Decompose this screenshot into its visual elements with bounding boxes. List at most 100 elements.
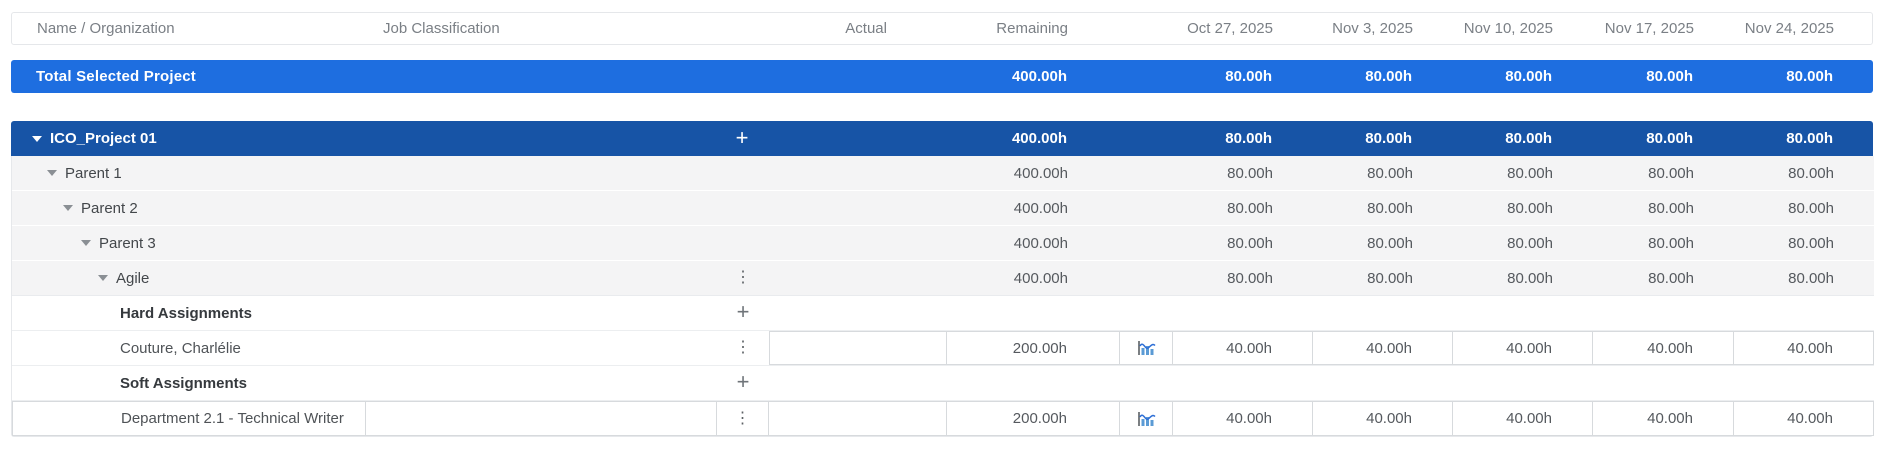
remaining-value: 400.00h [1013, 164, 1068, 182]
week-value: 80.00h [1648, 199, 1694, 217]
week-value: 80.00h [1788, 234, 1834, 252]
col-header-week: Oct 27, 2025 [1187, 20, 1273, 37]
add-row-button[interactable]: + [735, 124, 749, 150]
remaining-value: 400.00h [1013, 269, 1068, 287]
collapse-arrow-icon[interactable] [81, 240, 91, 246]
week-value: 80.00h [1507, 234, 1553, 252]
remaining-value: 400.00h [1013, 199, 1068, 217]
col-header-week: Nov 3, 2025 [1332, 20, 1413, 37]
col-header-actual: Actual [845, 20, 887, 37]
remaining-value: 400.00h [1011, 130, 1067, 147]
total-actual-value [768, 60, 946, 93]
resource-name-cell[interactable]: Department 2.1 - Technical Writer [12, 401, 366, 436]
row-menu-button[interactable]: ⋮ [735, 339, 751, 356]
actual-hours-cell[interactable] [769, 331, 947, 365]
resource-name: Department 2.1 - Technical Writer [121, 410, 344, 427]
worklist-grid: Name / Organization Job Classification A… [11, 12, 1874, 437]
week-value: 80.00h [1507, 269, 1553, 287]
week-value: 80.00h [1507, 199, 1553, 217]
week-hours-cell[interactable]: 40.00h [1734, 401, 1874, 436]
week-value: 80.00h [1225, 130, 1272, 147]
table-row-group: Parent 1 400.00h 80.00h 80.00h 80.00h 80… [12, 156, 1874, 191]
week-hours-cell[interactable]: 40.00h [1313, 331, 1453, 365]
col-header-name: Name / Organization [37, 20, 175, 37]
table-row-group: Agile ⋮ 400.00h 80.00h 80.00h 80.00h 80.… [12, 261, 1874, 296]
table-row-assignment: Department 2.1 - Technical Writer ⋮ 200.… [12, 401, 1874, 436]
total-week-value: 80.00h [1505, 68, 1552, 85]
table-row-bucket: Soft Assignments + [12, 366, 1874, 401]
week-value: 80.00h [1505, 130, 1552, 147]
collapse-arrow-icon[interactable] [63, 205, 73, 211]
collapse-arrow-icon[interactable] [98, 275, 108, 281]
column-header-row: Name / Organization Job Classification A… [11, 12, 1873, 45]
table-row-assignment: Couture, Charlélie ⋮ 200.00h 40.00h [12, 331, 1874, 366]
week-value: 80.00h [1227, 164, 1273, 182]
week-value: 80.00h [1648, 269, 1694, 287]
week-hours-cell[interactable]: 40.00h [1453, 401, 1593, 436]
table-row-project: ICO_Project 01 + 400.00h 80.00h 80.00h 8… [11, 121, 1873, 156]
week-value: 80.00h [1788, 164, 1834, 182]
project-block: ICO_Project 01 + 400.00h 80.00h 80.00h 8… [11, 121, 1874, 437]
week-value: 80.00h [1367, 199, 1413, 217]
week-value: 80.00h [1367, 164, 1413, 182]
week-hours-cell[interactable]: 40.00h [1453, 331, 1593, 365]
week-value: 80.00h [1367, 234, 1413, 252]
group-name: Agile [116, 269, 150, 287]
project-name: ICO_Project 01 [50, 130, 157, 147]
remaining-value: 400.00h [1013, 234, 1068, 252]
col-header-week: Nov 24, 2025 [1744, 20, 1834, 37]
col-header-chart-spacer [1120, 13, 1173, 44]
row-menu-button[interactable]: ⋮ [735, 269, 751, 286]
week-hours-cell[interactable]: 40.00h [1313, 401, 1453, 436]
bucket-name: Soft Assignments [120, 374, 247, 392]
week-value: 80.00h [1786, 130, 1833, 147]
total-week-value: 80.00h [1646, 68, 1693, 85]
total-week-value: 80.00h [1786, 68, 1833, 85]
job-classification-cell[interactable] [366, 401, 717, 436]
week-value: 80.00h [1365, 130, 1412, 147]
bucket-name: Hard Assignments [120, 304, 252, 322]
week-value: 80.00h [1788, 199, 1834, 217]
remaining-hours-cell[interactable]: 200.00h [947, 331, 1120, 365]
availability-chart-icon[interactable] [1137, 340, 1156, 356]
total-week-value: 80.00h [1225, 68, 1272, 85]
group-name: Parent 1 [65, 164, 122, 182]
week-value: 80.00h [1227, 199, 1273, 217]
table-row-group: Parent 3 400.00h 80.00h 80.00h 80.00h 80… [12, 226, 1874, 261]
group-name: Parent 3 [99, 234, 156, 252]
add-assignment-button[interactable]: + [736, 299, 750, 324]
col-header-week: Nov 17, 2025 [1604, 20, 1694, 37]
table-row-group: Parent 2 400.00h 80.00h 80.00h 80.00h 80… [12, 191, 1874, 226]
week-hours-cell[interactable]: 40.00h [1173, 401, 1313, 436]
row-menu-button[interactable]: ⋮ [734, 409, 751, 427]
total-selected-project-row: Total Selected Project 400.00h 80.00h 80… [11, 60, 1873, 93]
total-remaining-value: 400.00h [1011, 68, 1067, 85]
week-value: 80.00h [1227, 234, 1273, 252]
col-header-remaining: Remaining [996, 20, 1068, 37]
week-value: 80.00h [1507, 164, 1553, 182]
week-value: 80.00h [1646, 130, 1693, 147]
col-header-actions [717, 13, 769, 44]
col-header-week: Nov 10, 2025 [1463, 20, 1553, 37]
week-value: 80.00h [1648, 164, 1694, 182]
group-name: Parent 2 [81, 199, 138, 217]
week-value: 80.00h [1367, 269, 1413, 287]
week-hours-cell[interactable]: 40.00h [1593, 331, 1734, 365]
week-hours-cell[interactable]: 40.00h [1734, 331, 1874, 365]
table-row-bucket: Hard Assignments + [12, 296, 1874, 331]
add-assignment-button[interactable]: + [736, 369, 750, 394]
total-week-value: 80.00h [1365, 68, 1412, 85]
col-header-job: Job Classification [383, 20, 500, 37]
week-hours-cell[interactable]: 40.00h [1173, 331, 1313, 365]
collapse-arrow-icon[interactable] [32, 135, 42, 142]
actual-hours-cell[interactable] [769, 401, 947, 436]
week-hours-cell[interactable]: 40.00h [1593, 401, 1734, 436]
total-row-label: Total Selected Project [36, 68, 197, 85]
week-value: 80.00h [1648, 234, 1694, 252]
resource-name: Couture, Charlélie [120, 339, 241, 357]
remaining-hours-cell[interactable]: 200.00h [947, 401, 1120, 436]
week-value: 80.00h [1788, 269, 1834, 287]
week-value: 80.00h [1227, 269, 1273, 287]
collapse-arrow-icon[interactable] [47, 170, 57, 176]
availability-chart-icon[interactable] [1137, 411, 1156, 427]
